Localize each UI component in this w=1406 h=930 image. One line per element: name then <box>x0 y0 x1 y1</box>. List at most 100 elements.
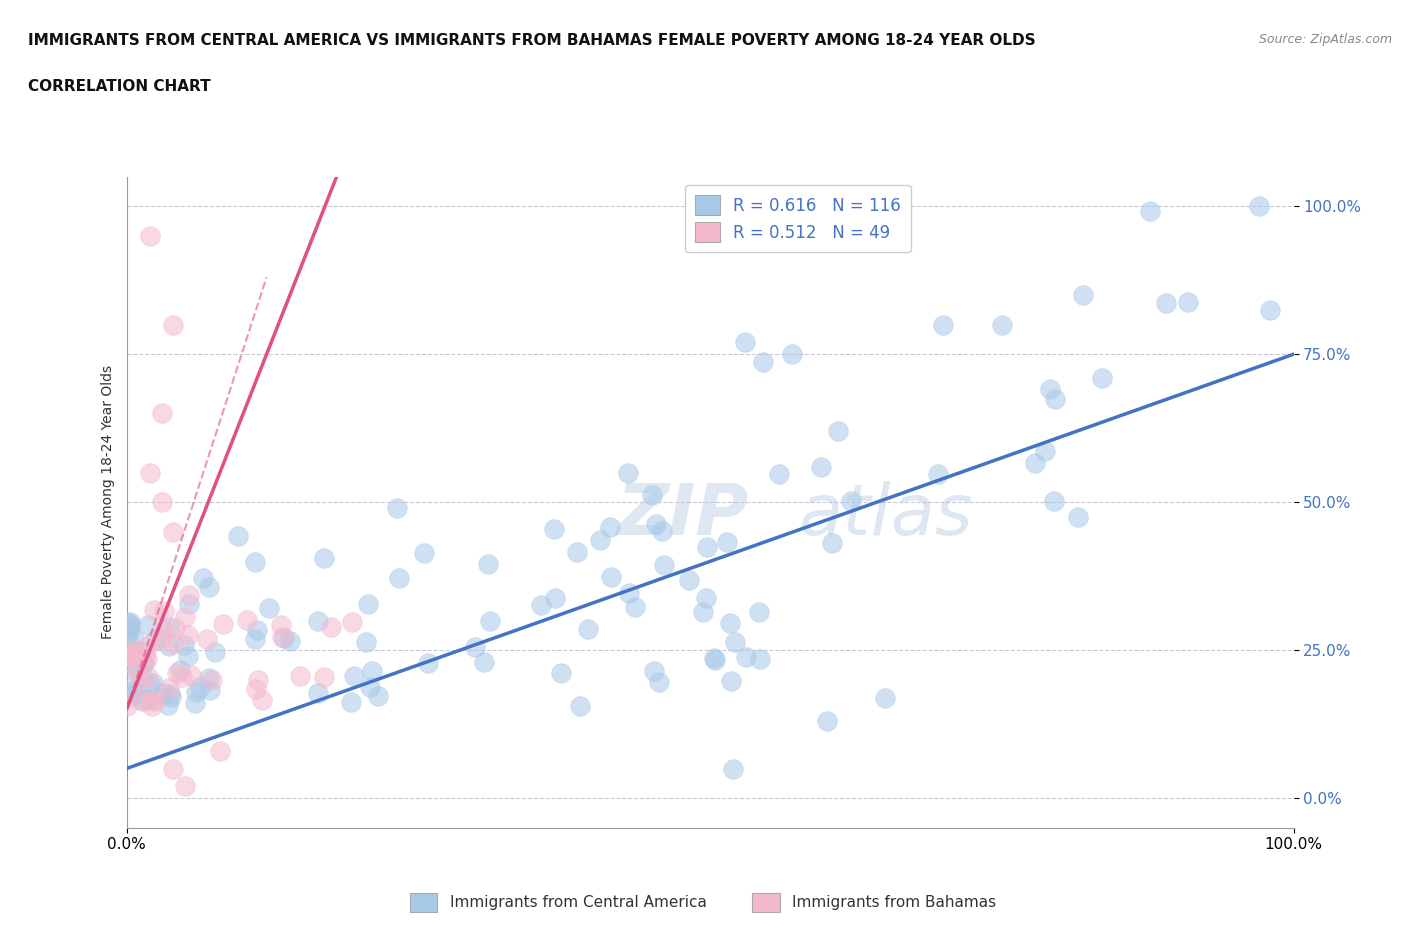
Point <box>117 698 139 713</box>
Point <box>143 632 166 647</box>
Point <box>1247 199 1270 214</box>
Point <box>236 612 259 627</box>
Point <box>141 698 163 713</box>
Point <box>927 466 949 481</box>
Point <box>128 672 150 687</box>
Point <box>138 618 160 632</box>
Point <box>120 684 142 699</box>
Point <box>162 761 184 776</box>
Point <box>115 630 138 644</box>
Point <box>361 663 384 678</box>
Point <box>174 778 197 793</box>
Point <box>247 672 270 687</box>
Point <box>1067 510 1090 525</box>
Point <box>184 696 207 711</box>
Point <box>599 520 621 535</box>
Point <box>356 634 378 649</box>
Point <box>815 713 838 728</box>
Point <box>641 488 664 503</box>
Point <box>197 579 219 594</box>
Point <box>117 621 139 636</box>
Point <box>827 424 849 439</box>
Point <box>645 516 668 531</box>
Point <box>177 628 200 643</box>
Point <box>208 743 231 758</box>
Point <box>312 551 335 566</box>
Point <box>142 676 165 691</box>
Point <box>136 692 159 707</box>
Point <box>159 686 181 701</box>
Point <box>932 317 955 332</box>
Point <box>120 650 142 665</box>
Point <box>716 535 738 550</box>
Point <box>550 666 572 681</box>
Point <box>1139 204 1161 219</box>
Point <box>246 622 269 637</box>
Point <box>692 604 714 619</box>
Point <box>150 622 173 637</box>
Point <box>651 524 673 538</box>
Point <box>152 685 174 700</box>
Point <box>821 536 844 551</box>
Point <box>724 635 747 650</box>
Point <box>307 614 329 629</box>
Point <box>245 682 267 697</box>
Point <box>307 686 329 701</box>
Point <box>576 622 599 637</box>
Point <box>340 695 363 710</box>
Point <box>120 615 142 630</box>
Point <box>321 619 343 634</box>
Point <box>153 604 176 618</box>
Point <box>278 633 301 648</box>
Point <box>271 630 294 644</box>
Point <box>1042 494 1064 509</box>
Text: CORRELATION CHART: CORRELATION CHART <box>28 79 211 94</box>
Point <box>259 601 281 616</box>
Point <box>340 615 363 630</box>
Point <box>1258 302 1281 317</box>
Point <box>201 672 224 687</box>
Point <box>1024 456 1046 471</box>
Point <box>138 638 160 653</box>
Point <box>143 603 166 618</box>
Point <box>647 674 669 689</box>
Point <box>188 680 211 695</box>
Point <box>174 610 197 625</box>
Point <box>768 467 790 482</box>
Point <box>735 650 758 665</box>
Point <box>703 652 725 667</box>
Point <box>124 688 146 703</box>
Point <box>125 663 148 678</box>
Y-axis label: Female Poverty Among 18-24 Year Olds: Female Poverty Among 18-24 Year Olds <box>101 365 115 639</box>
Point <box>150 631 173 646</box>
Point <box>122 631 145 645</box>
Point <box>157 620 180 635</box>
Point <box>198 671 221 685</box>
Point <box>569 698 592 713</box>
Point <box>314 670 336 684</box>
Point <box>343 669 366 684</box>
Point <box>589 533 612 548</box>
Point <box>125 685 148 700</box>
Point <box>136 651 159 666</box>
Point <box>129 693 152 708</box>
Point <box>173 637 195 652</box>
Point <box>159 689 181 704</box>
Point <box>150 406 173 421</box>
Point <box>565 544 588 559</box>
Point <box>1154 296 1177 311</box>
Point <box>388 571 411 586</box>
Point <box>243 632 266 647</box>
Point <box>139 229 162 244</box>
Point <box>780 347 803 362</box>
Point <box>477 556 499 571</box>
Point <box>290 669 312 684</box>
Text: atlas: atlas <box>797 481 972 550</box>
Point <box>195 631 218 646</box>
Point <box>839 494 862 509</box>
Point <box>1073 287 1095 302</box>
Point <box>1091 371 1114 386</box>
Point <box>162 525 184 539</box>
Point <box>179 588 201 603</box>
Point <box>723 761 745 776</box>
